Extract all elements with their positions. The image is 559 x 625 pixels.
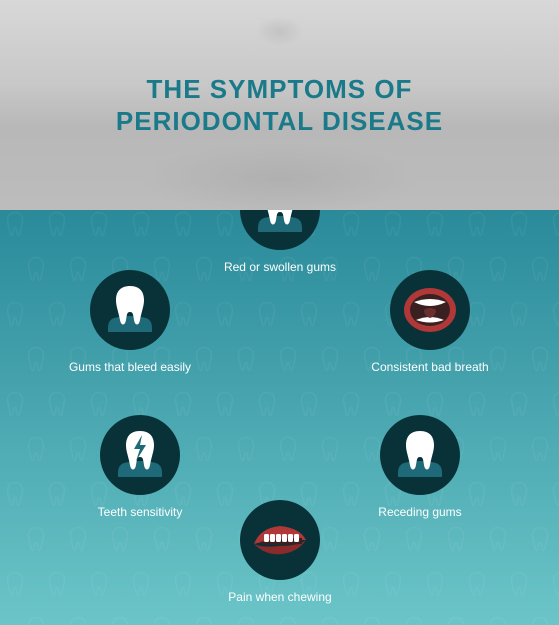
symptom-bad-breath: Consistent bad breath	[360, 270, 500, 374]
mouth-teeth-icon	[240, 500, 320, 580]
symptom-label: Pain when chewing	[228, 590, 331, 604]
tooth-gum-icon	[90, 270, 170, 350]
symptom-pain-chewing: Pain when chewing	[210, 500, 350, 604]
symptom-label: Receding gums	[378, 505, 461, 519]
title-line-1: THE SYMPTOMS OF	[116, 73, 443, 106]
tooth-gum-icon	[380, 415, 460, 495]
open-mouth-icon	[390, 270, 470, 350]
title-line-2: PERIODONTAL DISEASE	[116, 105, 443, 138]
symptom-bleed-easily: Gums that bleed easily	[60, 270, 200, 374]
symptom-label: Red or swollen gums	[224, 260, 336, 274]
symptom-swollen-gums: Red or swollen gums	[210, 210, 350, 274]
tooth-gum-icon	[240, 210, 320, 250]
tooth-bolt-icon	[100, 415, 180, 495]
page-title: THE SYMPTOMS OF PERIODONTAL DISEASE	[116, 73, 443, 138]
header: THE SYMPTOMS OF PERIODONTAL DISEASE	[0, 0, 559, 210]
symptom-sensitivity: Teeth sensitivity	[70, 415, 210, 519]
body-area: Red or swollen gums Gums that bleed easil…	[0, 210, 559, 625]
symptom-label: Gums that bleed easily	[69, 360, 191, 374]
symptom-receding: Receding gums	[350, 415, 490, 519]
symptom-label: Teeth sensitivity	[98, 505, 183, 519]
symptom-label: Consistent bad breath	[371, 360, 488, 374]
